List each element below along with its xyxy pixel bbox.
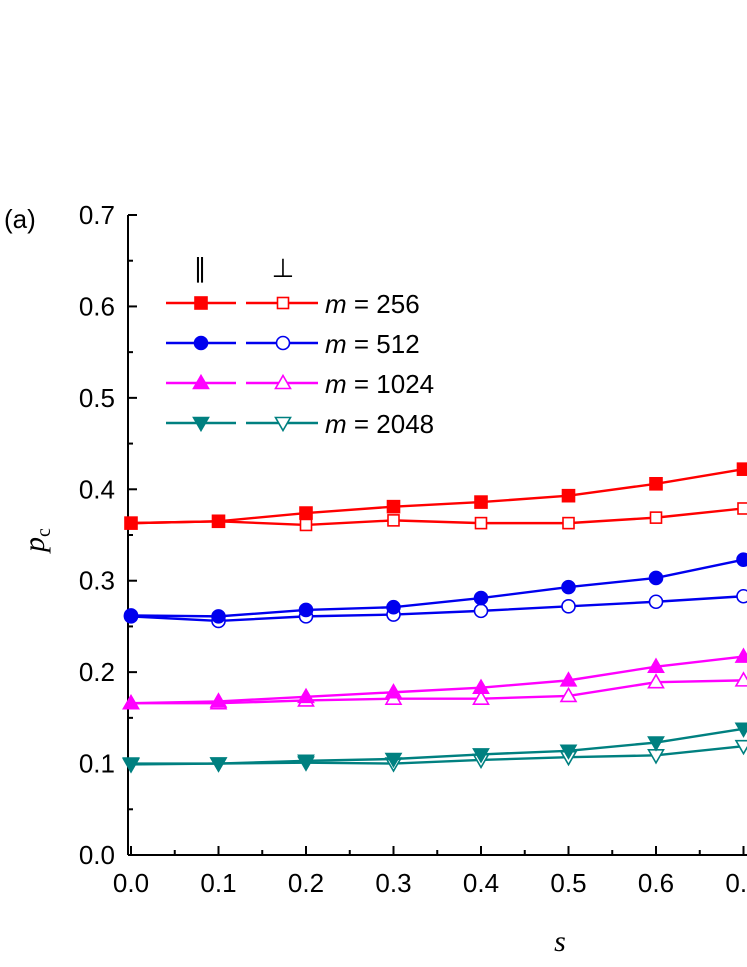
series-4-parallel-point	[209, 757, 228, 773]
series-1-perp-point	[387, 514, 400, 527]
y-tick-label: 0.4	[79, 474, 115, 504]
series-4-parallel-point	[647, 736, 665, 752]
series-layer	[122, 462, 747, 774]
y-axis-title-sub: c	[33, 528, 55, 537]
series-3-parallel-point	[734, 647, 747, 663]
legend-header-perp: ⊥	[272, 253, 295, 283]
legend-label: m = 512	[325, 329, 420, 359]
x-tick-label: 0.4	[463, 868, 499, 898]
legend-label: m = 2048	[325, 409, 434, 439]
panel-label: (a)	[4, 204, 36, 234]
series-3-parallel-point	[297, 687, 315, 704]
y-tick-label: 0.1	[79, 749, 115, 779]
x-tick-label: 0.5	[550, 868, 586, 898]
series-2-parallel-point	[473, 590, 489, 606]
series-3-perp-point	[647, 673, 665, 689]
series-2-perp-point	[736, 588, 747, 604]
series-1-perp-point	[649, 511, 663, 524]
y-axis-title: pc	[18, 528, 55, 554]
series-3-parallel-point	[647, 657, 665, 673]
series-3-parallel-point	[209, 692, 228, 708]
x-tick-label: 0.6	[638, 868, 674, 898]
series-2-parallel-point	[386, 599, 401, 615]
series-1-perp-point	[562, 516, 575, 530]
series-2-parallel-point	[123, 608, 139, 623]
series-1-perp-point	[737, 502, 747, 515]
series-3-perp-point	[472, 689, 490, 705]
legend-label-m: m	[325, 409, 347, 439]
legend-marker-perp	[275, 335, 291, 351]
x-tick-label: 0.1	[200, 868, 236, 898]
series-1-parallel-point	[299, 506, 313, 520]
legend-label-m: m	[325, 289, 347, 319]
series-1-perp-point	[474, 516, 488, 530]
series-2-parallel-point	[736, 552, 747, 567]
series-1-parallel-point	[386, 499, 401, 514]
series-3-parallel-point	[472, 678, 490, 694]
y-tick-label: 0.7	[79, 200, 115, 230]
legend-label-value: = 2048	[347, 409, 434, 439]
legend-marker-parallel	[194, 296, 208, 310]
series-4-perp-point	[734, 739, 747, 756]
legend-marker-parallel	[192, 373, 210, 390]
series-1-parallel-point	[561, 488, 576, 503]
series-4-parallel-point	[384, 752, 403, 769]
series-4-parallel-point	[122, 757, 140, 773]
series-1-parallel-point	[211, 514, 226, 529]
legend-label-value: = 1024	[347, 369, 434, 399]
y-tick-label: 0.0	[79, 840, 115, 870]
series-1-parallel-point	[474, 495, 488, 509]
series-2-parallel-point	[211, 609, 226, 624]
legend-label-value: = 256	[347, 289, 420, 319]
legend-marker-perp	[276, 296, 290, 310]
legend-label: m = 256	[325, 289, 420, 319]
series-3-parallel-point	[384, 683, 403, 699]
x-tick-label: 0.0	[113, 868, 149, 898]
series-1-perp-point	[299, 518, 313, 532]
y-axis-title-main: p	[18, 537, 51, 554]
series-3-perp-point	[734, 671, 747, 687]
x-tick-label: 0.3	[375, 868, 411, 898]
series-1-parallel-point	[124, 516, 138, 530]
legend-marker-parallel	[192, 416, 210, 433]
series-2-parallel-point	[648, 570, 664, 586]
series-2-parallel-point	[298, 602, 314, 618]
legend-label-m: m	[325, 369, 347, 399]
series-2-perp-point	[648, 594, 664, 610]
series-4-parallel-point	[472, 748, 490, 764]
series-4-parallel-point	[734, 722, 747, 738]
series-2-perp-point	[561, 599, 576, 614]
y-tick-label: 0.2	[79, 657, 115, 687]
axes: 0.0 0.1 0.2 0.3 0.4 0.5 0.6 0.7 0.0 0.1 0.2 0.3 0.4 0…	[79, 200, 747, 898]
legend-header-parallel: ∥	[194, 253, 207, 283]
x-tick-label: 0.7	[725, 868, 747, 898]
series-1-parallel-point	[736, 462, 747, 476]
x-axis-title: s	[554, 925, 566, 958]
x-tick-label: 0.2	[288, 868, 324, 898]
y-tick-label: 0.3	[79, 566, 115, 596]
legend-marker-perp	[274, 373, 292, 390]
series-2-perp-point	[473, 603, 489, 619]
series-3-parallel-point	[122, 694, 140, 710]
legend-label: m = 1024	[325, 369, 434, 399]
series-4-parallel-point	[297, 754, 315, 770]
legend-label-m: m	[325, 329, 347, 359]
legend-label-value: = 512	[347, 329, 420, 359]
y-tick-label: 0.5	[79, 383, 115, 413]
y-tick-label: 0.6	[79, 291, 115, 321]
series-2-parallel-point	[561, 579, 576, 595]
series-4-parallel-point	[559, 744, 578, 760]
legend-marker-perp	[274, 416, 292, 433]
legend-marker-parallel	[193, 335, 209, 351]
series-3-perp-point	[559, 686, 578, 703]
series-1-parallel-point	[649, 476, 663, 491]
series-3-parallel-point	[559, 671, 578, 687]
svg-text:pc: pc	[18, 528, 55, 554]
